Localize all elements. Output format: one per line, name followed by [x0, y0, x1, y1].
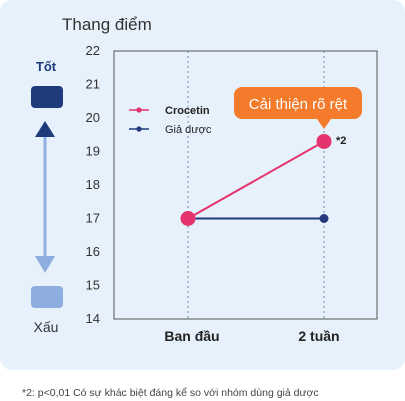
y-tick-label: 18	[86, 177, 100, 192]
data-point-crocetin-1	[316, 133, 332, 149]
data-point-placebo-1	[319, 214, 329, 223]
significance-mark: *2	[336, 135, 346, 147]
legend-placebo-marker	[136, 126, 142, 132]
y-axis-ticks: 14 15 16 17 18 19 20 21 22	[86, 43, 100, 326]
y-axis-title: Thang điểm	[62, 15, 152, 34]
callout: Cải thiện rõ rệt	[234, 87, 362, 129]
legend-crocetin-marker	[136, 107, 142, 113]
y-tick-label: 15	[86, 278, 100, 293]
callout-pointer	[317, 119, 331, 129]
scale-arrow-down-head	[35, 256, 55, 273]
x-tick-label-ban-dau: Ban đầu	[164, 328, 219, 344]
footnote: *2: p<0,01 Có sự khác biệt đáng kể so vớ…	[22, 387, 319, 399]
series-layer	[180, 133, 332, 226]
callout-text: Cải thiện rõ rệt	[249, 96, 348, 113]
y-tick-label: 19	[86, 144, 100, 159]
scale-bottom-label: Xấu	[34, 319, 59, 335]
legend: Crocetin Giả dược	[129, 105, 212, 136]
data-point-crocetin-0	[180, 211, 196, 226]
series-line-crocetin	[187, 140, 325, 220]
y-tick-label: 22	[86, 43, 100, 58]
scale-good-swatch	[31, 86, 63, 108]
y-tick-label: 16	[86, 244, 100, 259]
legend-crocetin-label: Crocetin	[165, 105, 210, 117]
plot-area	[113, 50, 378, 320]
y-tick-label: 20	[86, 110, 100, 125]
scale-bad-swatch	[31, 286, 63, 308]
y-tick-label: 17	[86, 211, 100, 226]
x-tick-label-2-tuan: 2 tuần	[298, 328, 339, 344]
legend-placebo-label: Giả dược	[165, 124, 212, 136]
y-tick-label: 14	[86, 311, 100, 326]
y-tick-label: 21	[86, 77, 100, 92]
chart-panel	[0, 0, 405, 370]
callout-box	[234, 87, 362, 119]
scale-top-label: Tốt	[36, 59, 57, 74]
scale-arrow-up-head	[35, 121, 55, 137]
